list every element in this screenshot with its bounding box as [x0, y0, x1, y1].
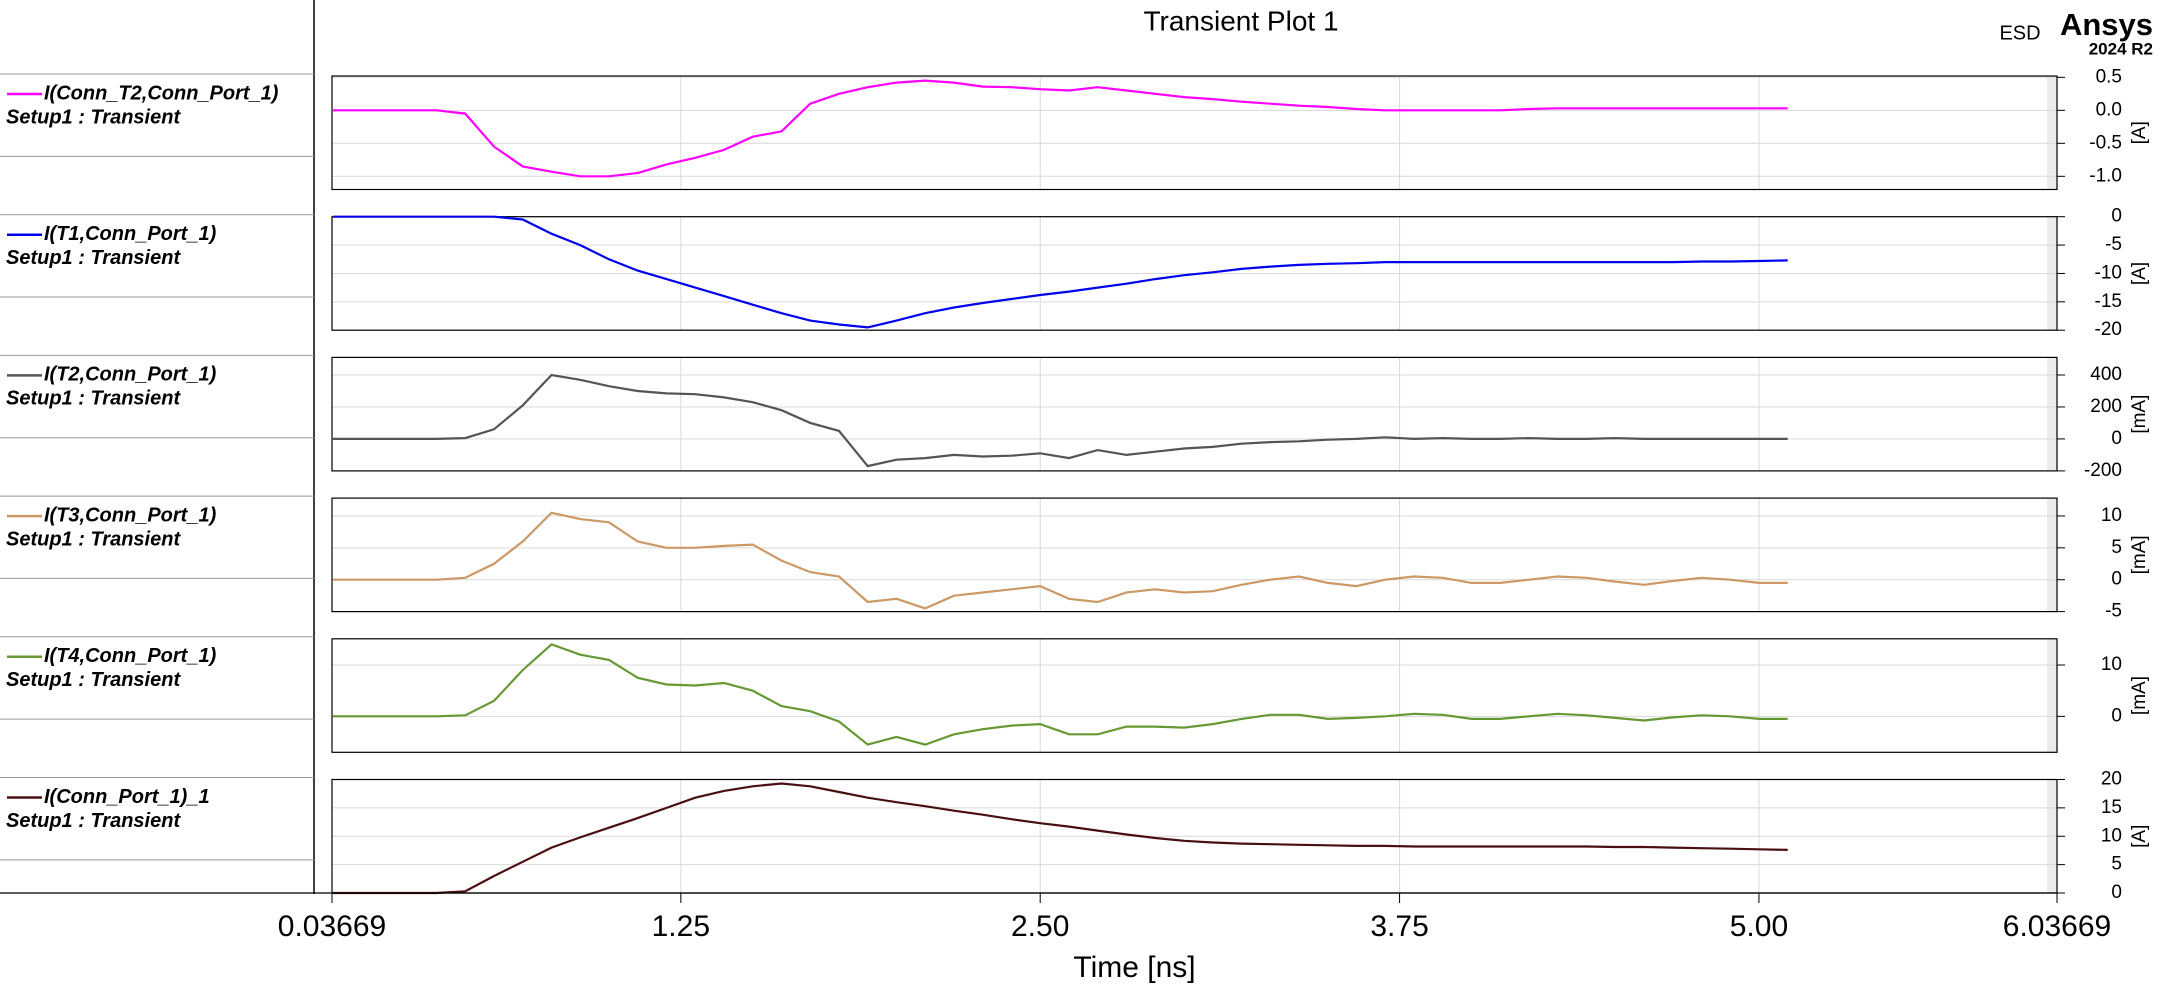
- legend-label: I(T2,Conn_Port_1): [44, 364, 217, 386]
- y-tick-label: 20: [2101, 769, 2122, 790]
- legend-subtitle: Setup1 : Transient: [6, 528, 181, 550]
- y-tick-label: 0.5: [2096, 66, 2122, 87]
- y-axis-label: [mA]: [2129, 676, 2150, 715]
- series-line: [333, 215, 1788, 329]
- brand: Ansys: [2060, 7, 2153, 42]
- y-tick-label: 10: [2101, 654, 2122, 675]
- x-tick-label: 0.03669: [278, 910, 386, 943]
- tag: ESD: [1999, 22, 2040, 44]
- plot-border: [331, 356, 2058, 472]
- scrollbar: [2047, 357, 2057, 471]
- legend-label: I(T3,Conn_Port_1): [44, 504, 217, 526]
- plot-border: [331, 216, 2058, 331]
- legend-subtitle: Setup1 : Transient: [6, 669, 181, 691]
- plot-border: [331, 638, 2058, 753]
- y-tick-label: 10: [2101, 505, 2122, 526]
- series-line: [333, 782, 1788, 895]
- y-tick-label: 0.0: [2096, 99, 2122, 120]
- legend-subtitle: Setup1 : Transient: [6, 388, 181, 410]
- legend-subtitle: Setup1 : Transient: [6, 106, 181, 128]
- y-axis-label: [mA]: [2129, 535, 2150, 574]
- y-tick-label: -200: [2084, 460, 2122, 481]
- y-tick-label: 0: [2111, 206, 2122, 227]
- y-tick-label: 0: [2111, 569, 2122, 590]
- y-tick-label: 400: [2090, 364, 2122, 385]
- y-axis-label: [A]: [2129, 825, 2150, 848]
- y-tick-label: -5: [2105, 234, 2122, 255]
- x-tick-label: 1.25: [652, 910, 710, 943]
- y-tick-label: -10: [2095, 262, 2122, 283]
- plot-border: [331, 75, 2058, 191]
- legend-label: I(T4,Conn_Port_1): [44, 645, 217, 667]
- series-line: [333, 643, 1788, 746]
- y-tick-label: -5: [2105, 601, 2122, 622]
- y-tick-label: 10: [2101, 825, 2122, 846]
- x-tick-label: 5.00: [1730, 910, 1788, 943]
- plot-border: [331, 497, 2058, 613]
- x-tick-label: 6.03669: [2003, 910, 2111, 943]
- plot-area: [332, 76, 2057, 190]
- y-tick-label: 15: [2101, 797, 2122, 818]
- y-tick-label: 0: [2111, 705, 2122, 726]
- y-tick-label: 0: [2111, 428, 2122, 449]
- legend-subtitle: Setup1 : Transient: [6, 810, 181, 832]
- x-axis-label: Time [ns]: [1073, 951, 1195, 984]
- y-tick-label: 5: [2111, 537, 2122, 558]
- y-tick-label: 200: [2090, 396, 2122, 417]
- y-axis-label: [mA]: [2129, 395, 2150, 434]
- legend-label: I(Conn_T2,Conn_Port_1): [44, 82, 279, 104]
- legend-label: I(T1,Conn_Port_1): [44, 223, 217, 245]
- y-tick-label: -0.5: [2089, 132, 2122, 153]
- series-line: [333, 79, 1788, 178]
- y-axis-label: [A]: [2129, 121, 2150, 144]
- scrollbar: [2047, 76, 2057, 190]
- y-tick-label: -1.0: [2089, 165, 2122, 186]
- plot-area: [332, 357, 2057, 471]
- scrollbar: [2047, 638, 2057, 753]
- y-tick-label: 5: [2111, 854, 2122, 875]
- x-tick-label: 2.50: [1011, 910, 1069, 943]
- scrollbar: [2047, 498, 2057, 612]
- series-line: [333, 373, 1788, 468]
- version: 2024 R2: [2089, 39, 2153, 58]
- y-tick-label: 0: [2111, 882, 2122, 903]
- series-line: [333, 511, 1788, 610]
- plot-area: [332, 498, 2057, 612]
- x-tick-label: 3.75: [1370, 910, 1428, 943]
- legend-subtitle: Setup1 : Transient: [6, 247, 181, 269]
- y-tick-label: -20: [2095, 319, 2122, 340]
- chart-title: Transient Plot 1: [1143, 5, 1338, 36]
- y-tick-label: -15: [2095, 291, 2122, 312]
- legend-label: I(Conn_Port_1)_1: [44, 786, 210, 808]
- plot-area: [332, 638, 2057, 753]
- y-axis-label: [A]: [2129, 262, 2150, 285]
